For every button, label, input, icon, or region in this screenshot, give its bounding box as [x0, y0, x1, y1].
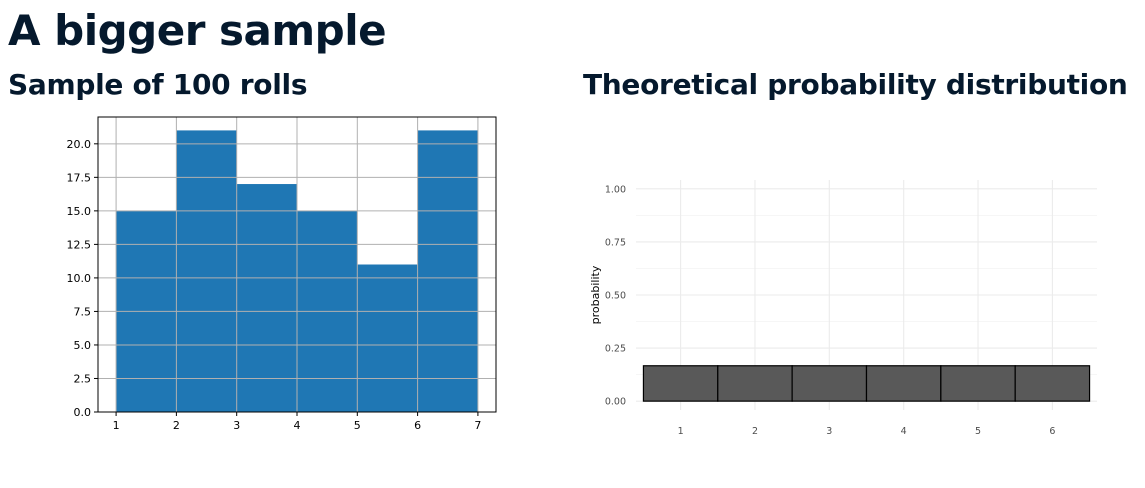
- left-chart-subtitle: Sample of 100 rolls: [8, 68, 308, 101]
- y-tick-label: 20.0: [67, 138, 92, 151]
- y-tick-label: 5.0: [74, 339, 92, 352]
- histogram-chart: 1 2 3 4 5 6 7 0.0 2.5 5.0 7.5 10.0 12.5 15.0 17.5 20.0: [67, 116, 497, 432]
- y-tick-label: 0.75: [605, 237, 626, 248]
- x-tick-label: 3: [233, 419, 240, 432]
- y-axis-title: probability: [589, 265, 602, 324]
- y-tick-label: 15.0: [67, 205, 92, 218]
- probability-bar: [791, 365, 868, 402]
- x-tick-label: 6: [414, 419, 421, 432]
- y-tick-label: 10.0: [67, 272, 92, 285]
- x-tick-label: 2: [752, 426, 758, 437]
- x-tick-label: 4: [901, 426, 907, 437]
- probability-bar: [940, 365, 1016, 402]
- histogram-bar: [176, 130, 237, 412]
- x-tick-label: 5: [354, 419, 361, 432]
- probability-distribution-chart: 0.00 0.25 0.50 0.75 1.00 1 2 3 4 5 6 probability: [589, 180, 1097, 437]
- probability-bar: [642, 365, 719, 402]
- x-tick-label: 6: [1049, 426, 1055, 437]
- histogram-bar: [417, 130, 478, 412]
- histogram-bar: [357, 264, 418, 412]
- probability-bar: [865, 365, 942, 402]
- x-tick-label: 3: [826, 426, 832, 437]
- x-tick-label: 2: [173, 419, 180, 432]
- probability-bar: [717, 365, 793, 402]
- x-tick-label: 1: [678, 426, 684, 437]
- y-tick-label: 2.5: [74, 372, 92, 385]
- y-tick-label: 1.00: [605, 184, 626, 195]
- x-tick-label: 1: [113, 419, 120, 432]
- right-chart-subtitle: Theoretical probability distribution: [583, 68, 1128, 101]
- y-tick-label: 7.5: [74, 305, 92, 318]
- y-tick-label: 0.50: [605, 291, 626, 302]
- y-tick-label: 0.25: [605, 344, 626, 355]
- x-tick-label: 5: [975, 426, 981, 437]
- x-tick-label: 4: [294, 419, 301, 432]
- x-tick-label: 7: [474, 419, 481, 432]
- y-tick-label: 12.5: [67, 238, 92, 251]
- y-tick-label: 0.0: [74, 406, 92, 419]
- slide-title: A bigger sample: [8, 6, 387, 55]
- y-tick-label: 17.5: [67, 171, 92, 184]
- probability-bar: [1014, 365, 1091, 402]
- y-tick-label: 0.00: [605, 397, 626, 408]
- histogram-bar: [236, 184, 297, 412]
